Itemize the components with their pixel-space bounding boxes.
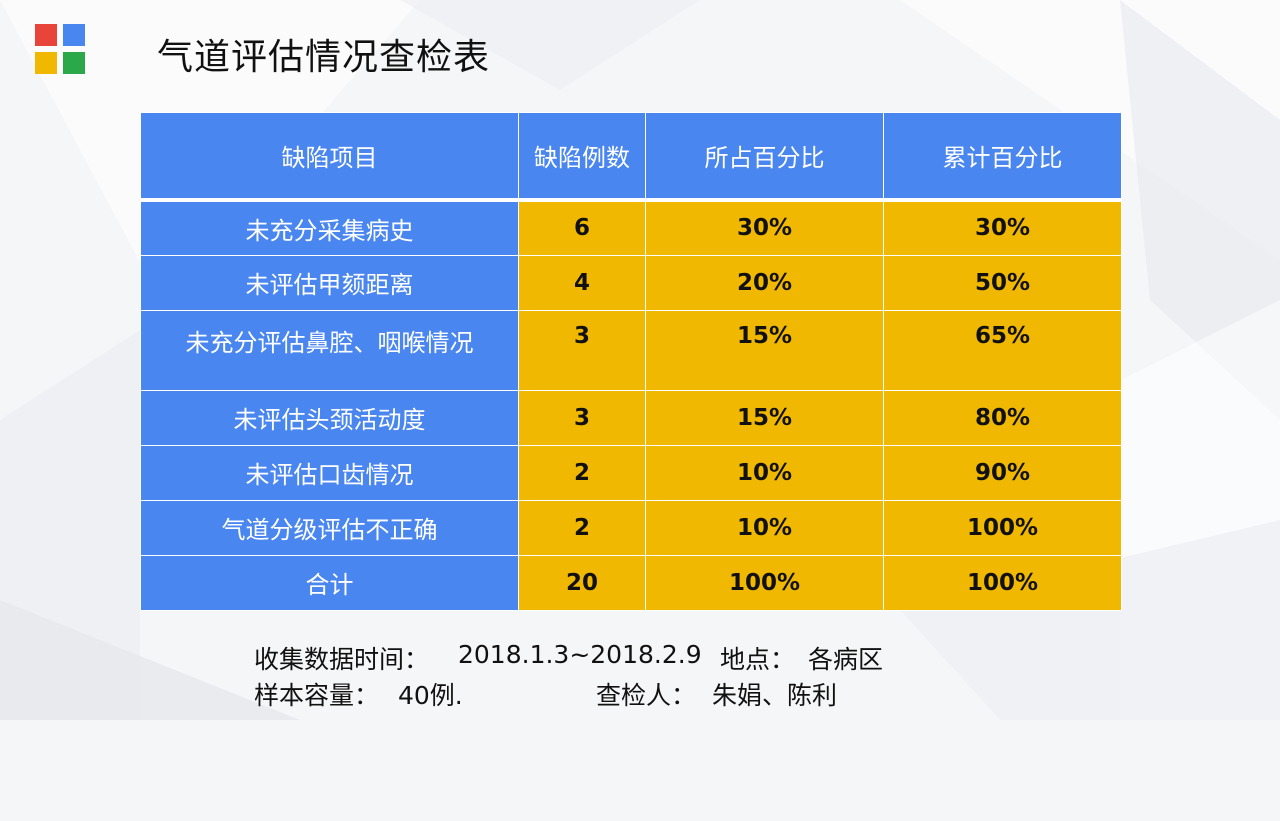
collection-time-label: 收集数据时间： (254, 645, 430, 674)
row-count: 2 (518, 444, 646, 501)
table-row: 未评估甲颏距离 4 20% 50% (140, 254, 1122, 311)
location-label: 地点： (720, 645, 796, 674)
row-cumulative: 65% (883, 309, 1122, 391)
row-percent: 10% (645, 499, 884, 556)
row-cumulative: 30% (883, 199, 1122, 256)
logo-square-blue (63, 24, 85, 46)
defect-table: 缺陷项目 缺陷例数 所占百分比 累计百分比 未充分采集病史 6 30% 30% … (140, 112, 1122, 611)
row-percent: 10% (645, 444, 884, 501)
row-item: 未评估口齿情况 (140, 444, 519, 501)
slide-title: 气道评估情况查检表 (157, 37, 491, 78)
header-item: 缺陷项目 (140, 112, 519, 202)
row-item: 未充分评估鼻腔、咽喉情况 (140, 309, 519, 391)
row-item: 气道分级评估不正确 (140, 499, 519, 556)
row-cumulative: 80% (883, 389, 1122, 446)
header-cumulative: 累计百分比 (883, 112, 1122, 202)
table-row: 未充分评估鼻腔、咽喉情况 3 15% 65% (140, 309, 1122, 391)
row-count: 3 (518, 309, 646, 391)
row-count: 4 (518, 254, 646, 311)
table-total-row: 合计 20 100% 100% (140, 554, 1122, 611)
row-percent: 15% (645, 389, 884, 446)
sample-size-label: 样本容量： (254, 681, 380, 710)
row-item: 未充分采集病史 (140, 199, 519, 256)
logo-square-green (63, 52, 85, 74)
row-cumulative: 90% (883, 444, 1122, 501)
row-cumulative: 50% (883, 254, 1122, 311)
row-percent: 20% (645, 254, 884, 311)
row-percent: 15% (645, 309, 884, 391)
total-label: 合计 (140, 554, 519, 611)
footer-line-collection: 收集数据时间： 2018.1.3~2018.2.9 地点： 各病区 (254, 640, 883, 785)
row-percent: 30% (645, 199, 884, 256)
table-row: 未充分采集病史 6 30% 30% (140, 199, 1122, 256)
footer-line-sample: 样本容量： 40例. 查检人： 朱娟、陈利 (254, 676, 837, 821)
table-row: 气道分级评估不正确 2 10% 100% (140, 499, 1122, 556)
table-row: 未评估口齿情况 2 10% 90% (140, 444, 1122, 501)
total-count: 20 (518, 554, 646, 611)
collection-time-value: 2018.1.3~2018.2.9 (458, 640, 702, 669)
row-item: 未评估头颈活动度 (140, 389, 519, 446)
inspector-value: 朱娟、陈利 (712, 681, 838, 710)
inspector-label: 查检人： (596, 681, 697, 710)
logo-square-red (35, 24, 57, 46)
logo (35, 24, 85, 74)
header-count: 缺陷例数 (518, 112, 646, 202)
row-count: 3 (518, 389, 646, 446)
row-count: 6 (518, 199, 646, 256)
sample-size-value: 40例. (398, 681, 463, 710)
row-cumulative: 100% (883, 499, 1122, 556)
row-item: 未评估甲颏距离 (140, 254, 519, 311)
table-row: 未评估头颈活动度 3 15% 80% (140, 389, 1122, 446)
header-percent: 所占百分比 (645, 112, 884, 202)
total-percent: 100% (645, 554, 884, 611)
row-count: 2 (518, 499, 646, 556)
table-header-row: 缺陷项目 缺陷例数 所占百分比 累计百分比 (140, 112, 1122, 202)
logo-square-yellow (35, 52, 57, 74)
location-value: 各病区 (808, 645, 884, 674)
total-cumulative: 100% (883, 554, 1122, 611)
